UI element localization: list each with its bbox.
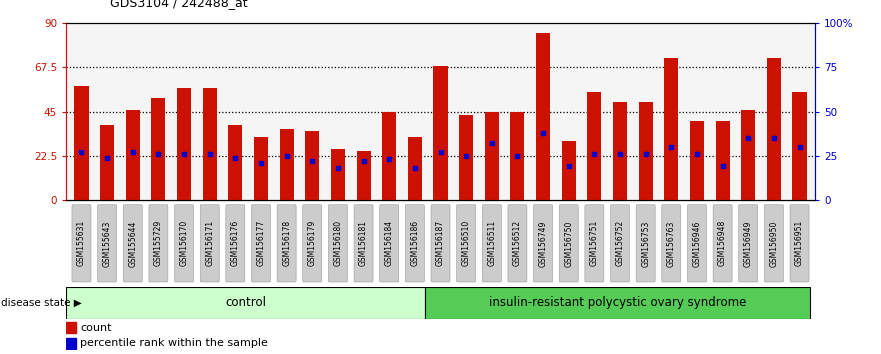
Text: percentile rank within the sample: percentile rank within the sample	[80, 338, 268, 348]
Text: GSM156180: GSM156180	[333, 220, 343, 267]
Bar	[613, 102, 627, 200]
Bar	[100, 125, 115, 200]
FancyBboxPatch shape	[405, 205, 425, 282]
Text: GSM156510: GSM156510	[462, 220, 470, 267]
Text: GSM156179: GSM156179	[307, 220, 317, 267]
Text: GSM156177: GSM156177	[256, 220, 265, 267]
Text: GSM156749: GSM156749	[538, 220, 548, 267]
Bar	[152, 98, 166, 200]
FancyBboxPatch shape	[790, 205, 809, 282]
Bar	[536, 33, 550, 200]
FancyBboxPatch shape	[200, 205, 219, 282]
FancyBboxPatch shape	[508, 205, 527, 282]
Bar	[203, 88, 217, 200]
FancyBboxPatch shape	[534, 205, 552, 282]
FancyBboxPatch shape	[98, 205, 116, 282]
Bar	[459, 115, 473, 200]
FancyBboxPatch shape	[123, 205, 142, 282]
Bar	[793, 92, 807, 200]
Text: GSM156181: GSM156181	[359, 221, 368, 266]
Text: GSM156750: GSM156750	[564, 220, 574, 267]
Text: GSM156178: GSM156178	[282, 220, 291, 267]
Text: disease state ▶: disease state ▶	[1, 298, 82, 308]
FancyBboxPatch shape	[431, 205, 450, 282]
FancyBboxPatch shape	[278, 205, 296, 282]
Bar	[66, 322, 76, 333]
Bar	[331, 149, 345, 200]
Text: count: count	[80, 322, 112, 332]
Text: GSM156950: GSM156950	[769, 220, 779, 267]
Bar	[66, 287, 426, 319]
Text: GSM156184: GSM156184	[385, 220, 394, 267]
Text: GSM156170: GSM156170	[180, 220, 189, 267]
FancyBboxPatch shape	[585, 205, 603, 282]
FancyBboxPatch shape	[380, 205, 399, 282]
Bar	[766, 58, 781, 200]
Text: GSM155729: GSM155729	[154, 220, 163, 267]
Bar	[408, 137, 422, 200]
Text: GSM156176: GSM156176	[231, 220, 240, 267]
Text: GSM156949: GSM156949	[744, 220, 752, 267]
Text: GSM156187: GSM156187	[436, 220, 445, 267]
Text: GSM156948: GSM156948	[718, 220, 727, 267]
FancyBboxPatch shape	[662, 205, 681, 282]
Bar	[177, 88, 191, 200]
Text: GSM156951: GSM156951	[795, 220, 804, 267]
Text: GSM156511: GSM156511	[487, 220, 496, 267]
FancyBboxPatch shape	[713, 205, 732, 282]
FancyBboxPatch shape	[329, 205, 347, 282]
Bar	[228, 125, 242, 200]
Bar	[510, 112, 524, 200]
Bar	[426, 287, 810, 319]
FancyBboxPatch shape	[174, 205, 194, 282]
Text: GSM155631: GSM155631	[77, 220, 86, 267]
Text: GSM156171: GSM156171	[205, 220, 214, 267]
Text: GSM156752: GSM156752	[616, 220, 625, 267]
Bar	[66, 338, 76, 349]
FancyBboxPatch shape	[636, 205, 655, 282]
FancyBboxPatch shape	[226, 205, 245, 282]
FancyBboxPatch shape	[251, 205, 270, 282]
Bar	[741, 109, 755, 200]
FancyBboxPatch shape	[303, 205, 322, 282]
Bar	[690, 121, 704, 200]
FancyBboxPatch shape	[765, 205, 783, 282]
Bar	[562, 141, 576, 200]
Bar	[382, 112, 396, 200]
Text: GSM156186: GSM156186	[411, 220, 419, 267]
Text: insulin-resistant polycystic ovary syndrome: insulin-resistant polycystic ovary syndr…	[489, 296, 746, 309]
FancyBboxPatch shape	[687, 205, 707, 282]
FancyBboxPatch shape	[739, 205, 758, 282]
Text: GSM156763: GSM156763	[667, 220, 676, 267]
Bar	[664, 58, 678, 200]
Text: GSM155644: GSM155644	[129, 220, 137, 267]
Bar	[433, 66, 448, 200]
Text: GSM156753: GSM156753	[641, 220, 650, 267]
Text: GSM156946: GSM156946	[692, 220, 701, 267]
FancyBboxPatch shape	[611, 205, 630, 282]
Bar	[279, 129, 293, 200]
FancyBboxPatch shape	[482, 205, 501, 282]
Bar	[639, 102, 653, 200]
Bar	[588, 92, 602, 200]
FancyBboxPatch shape	[456, 205, 476, 282]
FancyBboxPatch shape	[354, 205, 373, 282]
FancyBboxPatch shape	[149, 205, 168, 282]
Text: GSM155643: GSM155643	[102, 220, 112, 267]
FancyBboxPatch shape	[559, 205, 578, 282]
Bar	[305, 131, 319, 200]
Text: GDS3104 / 242488_at: GDS3104 / 242488_at	[110, 0, 248, 9]
Text: GSM156512: GSM156512	[513, 220, 522, 267]
Bar	[254, 137, 268, 200]
Text: GSM156751: GSM156751	[590, 220, 599, 267]
Text: control: control	[225, 296, 266, 309]
Bar	[126, 109, 140, 200]
Bar	[357, 151, 371, 200]
Bar	[485, 112, 499, 200]
Bar	[74, 86, 88, 200]
FancyBboxPatch shape	[72, 205, 91, 282]
Bar	[715, 121, 729, 200]
